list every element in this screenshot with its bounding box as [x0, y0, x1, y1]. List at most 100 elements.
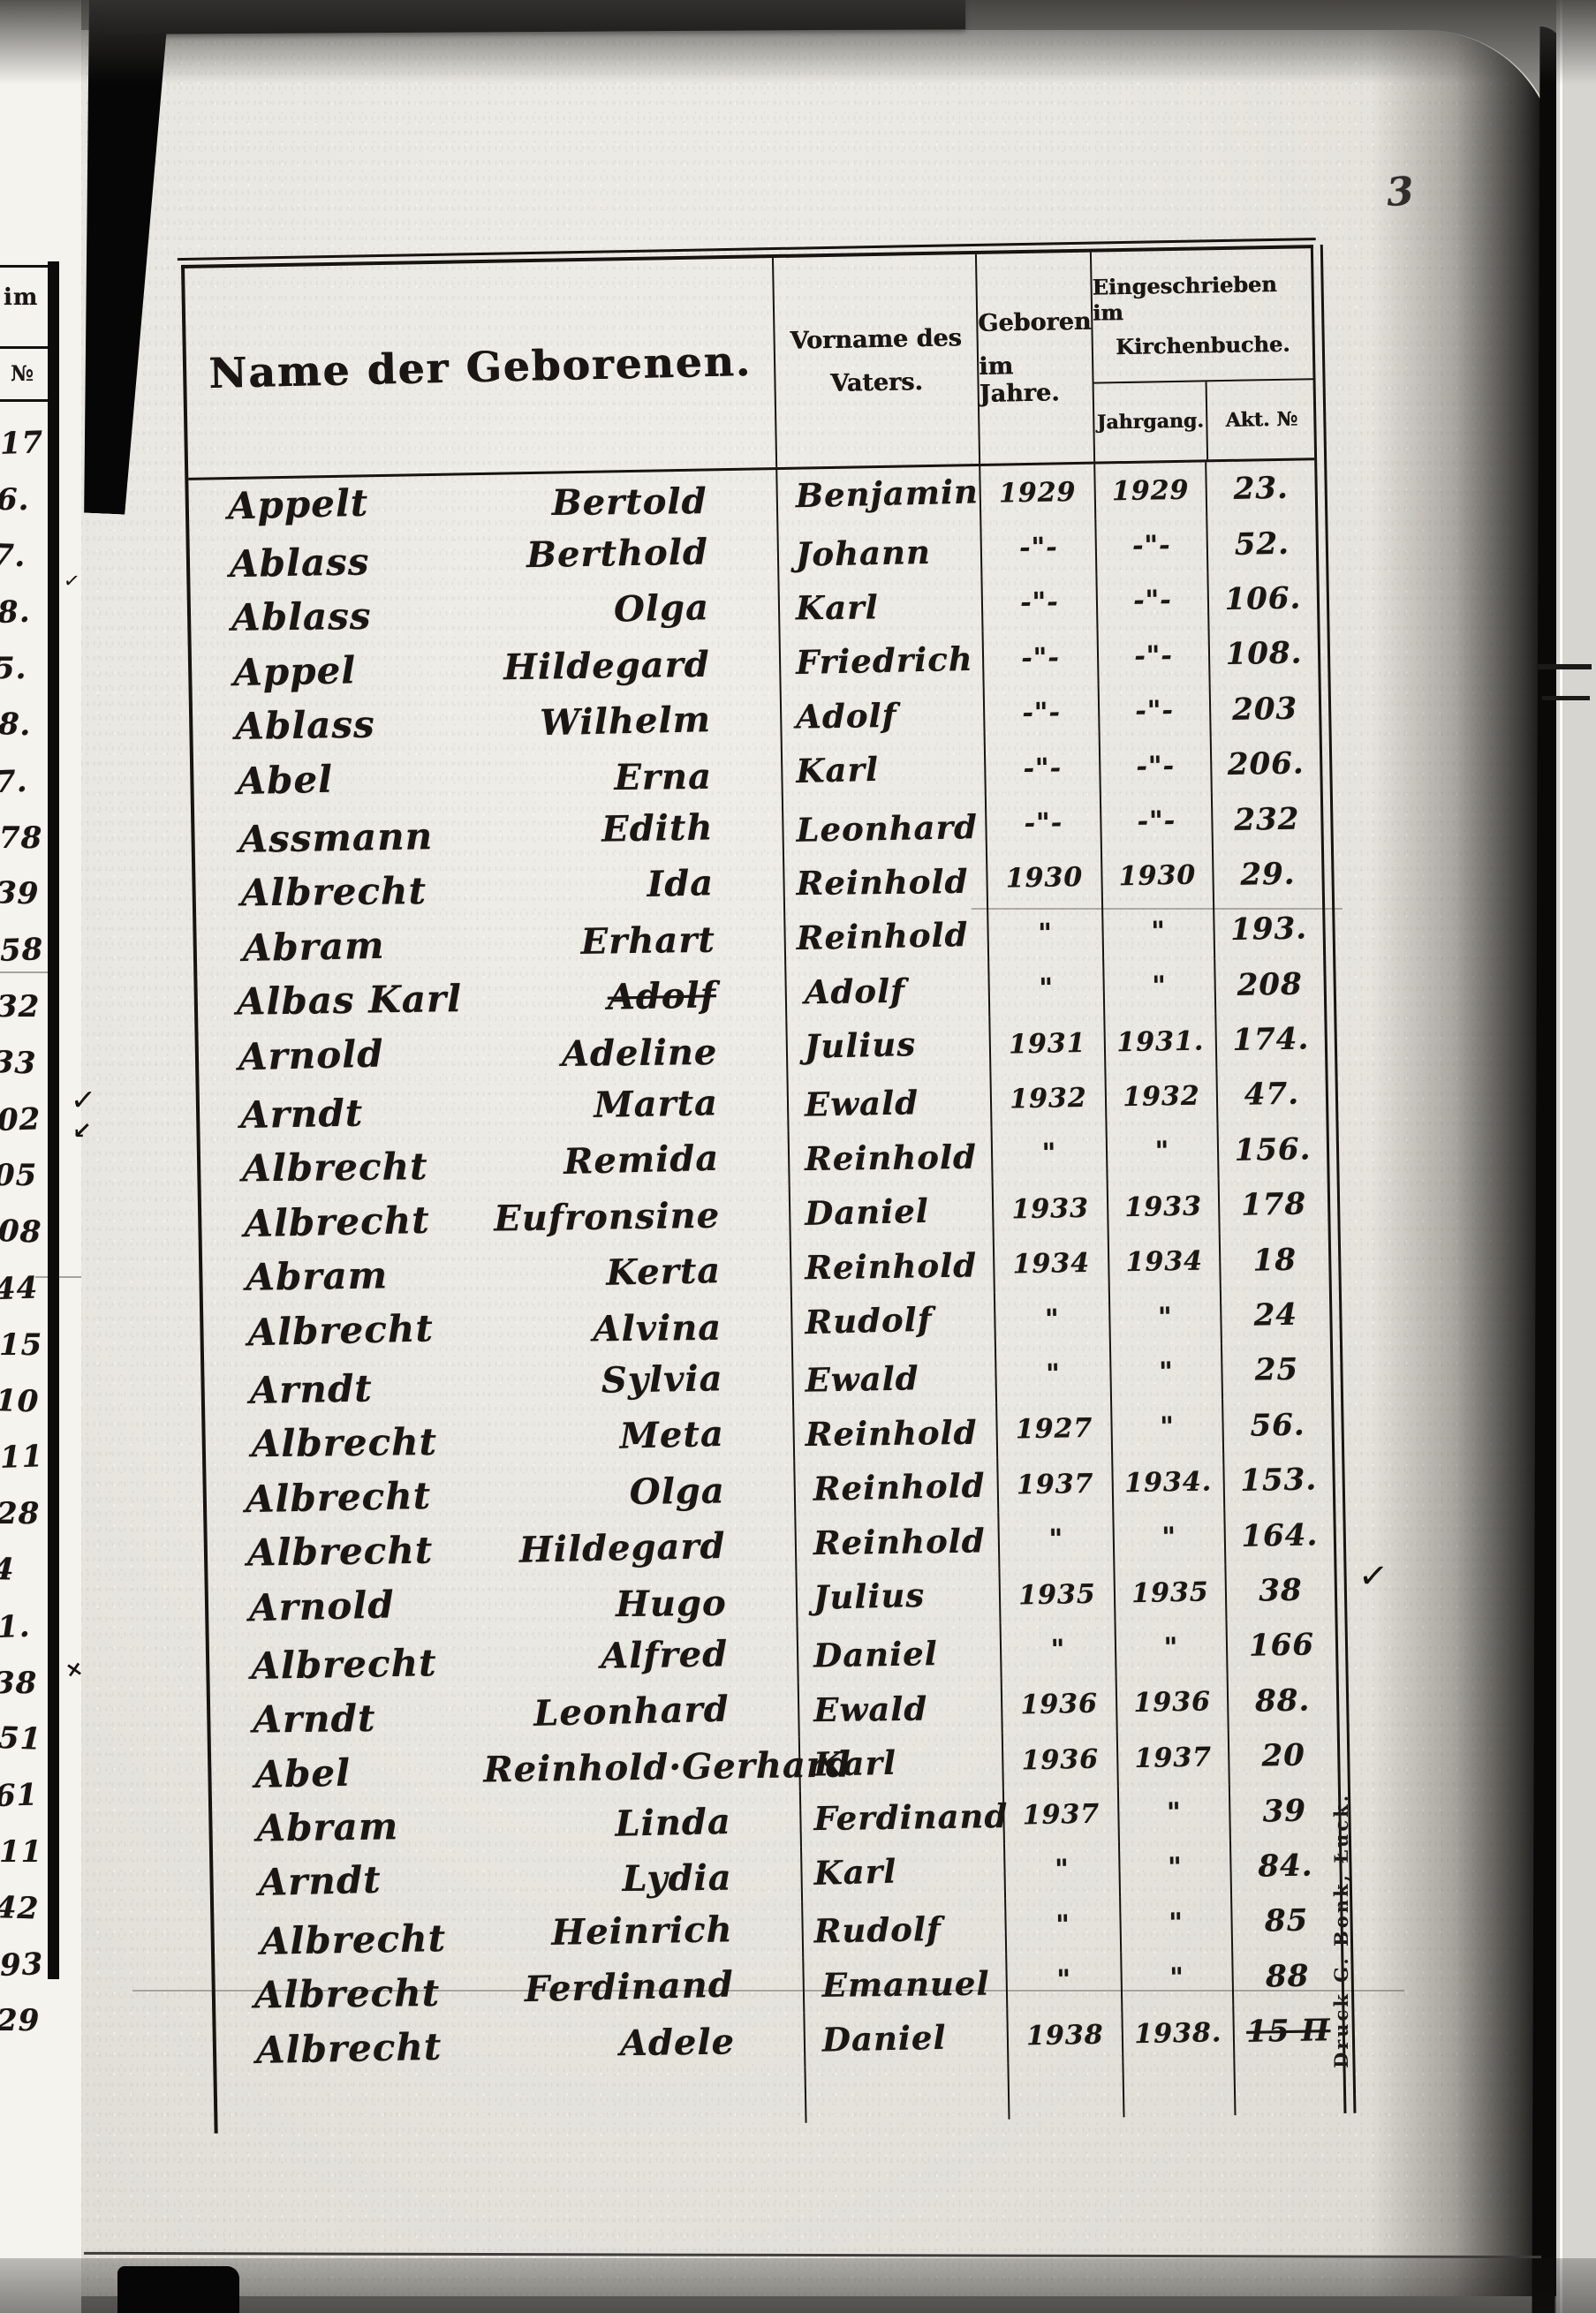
cell-act-number: 29.: [1211, 845, 1323, 903]
clipped-act-number: 15.: [0, 1327, 43, 1363]
handwritten-text: 1931: [1008, 1027, 1086, 1061]
cell-born-year: 1938: [1006, 2007, 1123, 2064]
cell-father-name: Daniel: [803, 2008, 1008, 2068]
cell-child-name: Albrecht Ida: [195, 856, 783, 921]
handwritten-text: ": [1167, 1852, 1184, 1884]
cell-child-name: Albrecht Olga: [206, 1462, 794, 1527]
handwritten-text: -"-: [1131, 530, 1171, 562]
cell-born-year: 1934: [992, 1235, 1108, 1293]
handwritten-text: Johann: [795, 532, 932, 574]
cell-born-year: -"-: [984, 794, 1101, 852]
cell-child-name: Ablass Wilhelm: [193, 691, 781, 756]
handwritten-text: 1929: [998, 476, 1077, 510]
cell-child-name: Abram Linda: [212, 1792, 800, 1857]
cell-act-number: 156.: [1216, 1121, 1327, 1179]
cell-born-year: 1929: [979, 464, 1095, 522]
cell-father-name: Karl: [777, 576, 982, 636]
handwritten-text: Abram: [256, 1804, 399, 1850]
cell-father-name: Adolf: [784, 962, 989, 1021]
cell-child-name: [217, 2067, 806, 2133]
handwritten-text: Eufronsine: [494, 1194, 721, 1240]
cell-born-year: ": [987, 904, 1103, 963]
cell-born-year: -"-: [981, 629, 1098, 687]
cell-father-name: Daniel: [788, 1182, 993, 1242]
cell-child-name: Abel Reinhold·Gerhard: [211, 1737, 852, 1803]
cell-child-name: Abel Erna: [193, 745, 782, 811]
cell-born-year: 1930: [985, 850, 1102, 908]
scan-bottom-shadow: [0, 2258, 1596, 2313]
header-vorname-des-vaters: Vorname des Vaters.: [771, 253, 980, 468]
cell-act-number: 164.: [1223, 1507, 1335, 1565]
handwritten-text: -"-: [1024, 807, 1063, 840]
handwritten-text: ": [1055, 1909, 1071, 1941]
handwritten-text: Reinhold·Gerhard: [483, 1743, 852, 1791]
handwritten-text: ": [1166, 1797, 1183, 1829]
handwritten-text: Benjamin: [795, 472, 980, 516]
cell-act-number: 153.: [1222, 1452, 1334, 1509]
cell-register-year: ": [1105, 1122, 1218, 1181]
cell-register-year: -"-: [1097, 682, 1210, 740]
cell-child-name: Abram Kerta: [202, 1241, 790, 1306]
cell-father-name: Reinhold: [794, 1513, 999, 1572]
clipped-act-number: 11: [0, 1834, 43, 1870]
cell-child-name: Assmann Edith: [194, 800, 783, 865]
clipped-act-number: 38: [0, 1665, 38, 1701]
handwritten-text: 1930: [1118, 860, 1197, 893]
cell-child-name: Albrecht Alfred: [209, 1627, 798, 1692]
handwritten-text: 29.: [1240, 856, 1296, 893]
cell-born-year: 1937: [1002, 1786, 1118, 1844]
handwritten-text: Leonhard: [533, 1688, 730, 1735]
handwritten-text: Abram: [242, 923, 386, 970]
cell-register-year: 1930: [1100, 848, 1214, 905]
handwritten-text: 1938.: [1134, 2016, 1222, 2050]
cell-child-name: Ablass Berthold: [189, 525, 777, 590]
cell-born-year: ": [999, 1621, 1116, 1679]
clipped-act-number: 44: [0, 1270, 40, 1308]
cell-born-year: 1937: [996, 1455, 1113, 1514]
cell-act-number: 174.: [1214, 1011, 1326, 1069]
clipped-header-fragment: im: [4, 284, 39, 311]
cell-born-year: ": [1002, 1841, 1120, 1899]
handwritten-text: Karl: [795, 587, 879, 628]
clipped-act-number: 42: [0, 1889, 41, 1927]
cell-register-year: ": [1114, 1619, 1227, 1677]
handwritten-text: -"-: [1137, 805, 1176, 837]
handwritten-text: 178: [1240, 1186, 1307, 1224]
handwritten-text: 156.: [1234, 1131, 1312, 1168]
handwritten-text: 1936: [1021, 1743, 1100, 1776]
handwritten-text: 52.: [1234, 525, 1290, 563]
cell-act-number: 208: [1214, 956, 1325, 1014]
cell-act-number: 206.: [1209, 736, 1320, 793]
handwritten-text: Wilhelm: [540, 699, 712, 745]
cell-father-name: Adolf: [779, 686, 984, 745]
cell-father-name: Rudolf: [801, 1898, 1006, 1958]
handwritten-text: 1929: [1111, 474, 1190, 507]
handwritten-text: Albrecht: [246, 1305, 435, 1354]
cell-born-year: ": [987, 960, 1104, 1017]
handwritten-text: 193.: [1229, 911, 1308, 949]
handwritten-text: 24: [1253, 1296, 1298, 1334]
handwritten-text: 203: [1231, 691, 1298, 728]
handwritten-text: ": [1154, 1136, 1170, 1168]
clipped-act-number: 32.: [0, 989, 41, 1024]
handwritten-text: Edith: [601, 806, 714, 850]
handwritten-text: Adele: [619, 2020, 736, 2064]
cell-father-name: Daniel: [796, 1622, 1001, 1682]
divider: [0, 265, 48, 268]
handwritten-text: 1936: [1020, 1689, 1099, 1721]
handwritten-text: Albrecht: [260, 1916, 447, 1963]
clipped-act-number: 39: [0, 875, 41, 913]
handwritten-text: Albrecht: [251, 1420, 438, 1466]
handwritten-text: 85: [1264, 1902, 1309, 1939]
handwritten-text: Appel: [232, 648, 357, 695]
handwritten-text: Arndt: [253, 1697, 376, 1742]
cell-child-name: Albrecht Alvina: [203, 1296, 791, 1362]
cell-register-year: 1933: [1106, 1178, 1219, 1236]
handwritten-text: 164.: [1241, 1516, 1319, 1554]
cell-register-year: ": [1117, 1839, 1231, 1897]
cell-born-year: 1936: [1000, 1676, 1116, 1734]
cell-act-number: 56.: [1222, 1396, 1333, 1455]
check-mark: ✓: [69, 1082, 97, 1119]
clipped-act-number: 5.: [0, 651, 27, 687]
cell-child-name: Arndt Leonhard: [210, 1682, 798, 1747]
